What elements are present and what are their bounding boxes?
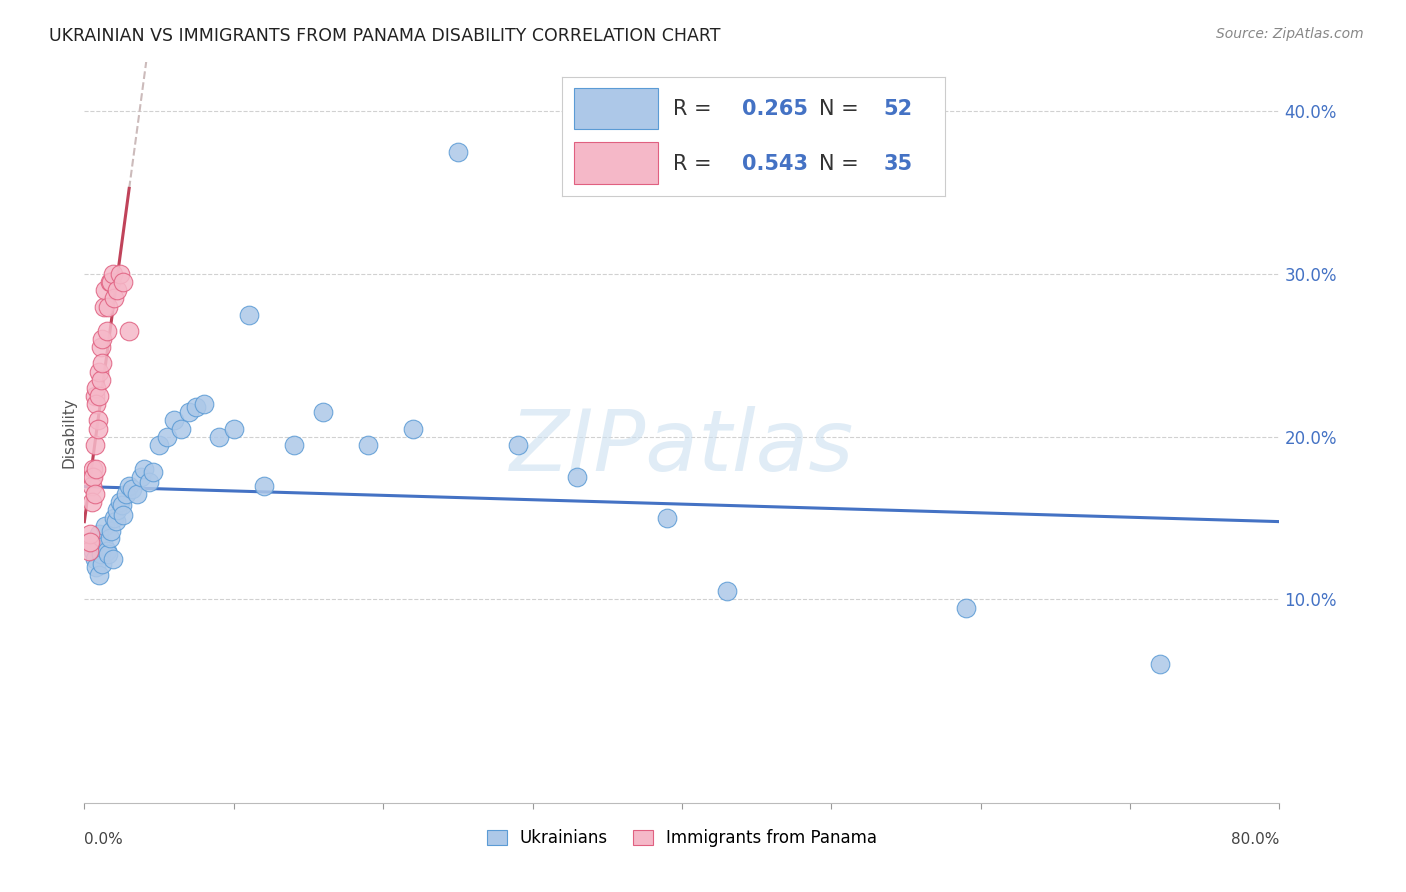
Point bbox=[238, 308, 260, 322]
Text: 80.0%: 80.0% bbox=[1232, 832, 1279, 847]
Point bbox=[105, 283, 128, 297]
Point bbox=[96, 324, 118, 338]
Point bbox=[82, 462, 104, 476]
Point bbox=[186, 401, 208, 415]
Point bbox=[80, 470, 103, 484]
Point bbox=[655, 511, 678, 525]
Point bbox=[87, 421, 110, 435]
Point bbox=[77, 543, 100, 558]
Point bbox=[357, 438, 380, 452]
Point bbox=[79, 535, 101, 549]
Point bbox=[101, 551, 124, 566]
Point bbox=[121, 482, 143, 496]
Point bbox=[447, 145, 470, 159]
Point bbox=[94, 519, 117, 533]
Point bbox=[91, 332, 114, 346]
Text: Source: ZipAtlas.com: Source: ZipAtlas.com bbox=[1216, 27, 1364, 41]
Point bbox=[77, 535, 100, 549]
Point bbox=[177, 405, 200, 419]
Point bbox=[283, 438, 305, 452]
Point bbox=[138, 475, 160, 490]
Point bbox=[253, 478, 276, 492]
Point bbox=[82, 543, 104, 558]
Point bbox=[111, 498, 134, 512]
Point bbox=[103, 511, 125, 525]
Point bbox=[125, 486, 148, 500]
Point bbox=[132, 462, 156, 476]
Point bbox=[716, 584, 738, 599]
Point bbox=[110, 267, 132, 281]
Legend: Ukrainians, Immigrants from Panama: Ukrainians, Immigrants from Panama bbox=[479, 822, 884, 854]
Point bbox=[89, 389, 111, 403]
Point bbox=[86, 462, 108, 476]
Point bbox=[105, 503, 128, 517]
Point bbox=[115, 486, 138, 500]
Point bbox=[86, 381, 108, 395]
Point bbox=[90, 547, 112, 561]
Point bbox=[93, 300, 115, 314]
Point bbox=[94, 283, 117, 297]
Point bbox=[97, 300, 120, 314]
Point bbox=[402, 421, 425, 435]
Point bbox=[193, 397, 215, 411]
Point bbox=[112, 508, 135, 522]
Point bbox=[101, 267, 124, 281]
Text: 0.0%: 0.0% bbox=[84, 832, 124, 847]
Point bbox=[87, 535, 110, 549]
Point bbox=[91, 356, 114, 370]
Point bbox=[90, 373, 112, 387]
Text: ZIPatlas: ZIPatlas bbox=[510, 406, 853, 489]
Point bbox=[142, 466, 165, 480]
Point bbox=[80, 478, 103, 492]
Text: UKRAINIAN VS IMMIGRANTS FROM PANAMA DISABILITY CORRELATION CHART: UKRAINIAN VS IMMIGRANTS FROM PANAMA DISA… bbox=[49, 27, 721, 45]
Point bbox=[506, 438, 529, 452]
Point bbox=[100, 275, 122, 289]
Point bbox=[170, 421, 193, 435]
Point bbox=[82, 470, 104, 484]
Point bbox=[89, 527, 111, 541]
Point bbox=[955, 600, 977, 615]
Point bbox=[80, 535, 103, 549]
Point bbox=[97, 547, 120, 561]
Point bbox=[118, 478, 141, 492]
Point bbox=[83, 389, 105, 403]
Point bbox=[129, 470, 152, 484]
Point bbox=[98, 531, 121, 545]
Point bbox=[91, 557, 114, 571]
Point bbox=[155, 430, 177, 444]
Point bbox=[1149, 657, 1171, 672]
Point bbox=[567, 470, 589, 484]
Point bbox=[118, 324, 141, 338]
Point bbox=[100, 524, 122, 538]
Y-axis label: Disability: Disability bbox=[60, 397, 76, 468]
Point bbox=[89, 365, 111, 379]
Point bbox=[148, 438, 170, 452]
Point bbox=[312, 405, 335, 419]
Point bbox=[104, 514, 127, 528]
Point bbox=[83, 486, 105, 500]
Point bbox=[83, 551, 105, 566]
Point bbox=[103, 292, 125, 306]
Point bbox=[83, 438, 105, 452]
Point bbox=[93, 539, 115, 553]
Point bbox=[86, 559, 108, 574]
Point bbox=[80, 495, 103, 509]
Point bbox=[163, 413, 186, 427]
Point bbox=[86, 397, 108, 411]
Point bbox=[96, 543, 118, 558]
Point bbox=[110, 495, 132, 509]
Point bbox=[208, 430, 231, 444]
Point bbox=[112, 275, 135, 289]
Point bbox=[90, 340, 112, 354]
Point bbox=[98, 275, 121, 289]
Point bbox=[89, 568, 111, 582]
Point bbox=[79, 527, 101, 541]
Point bbox=[87, 413, 110, 427]
Point bbox=[222, 421, 245, 435]
